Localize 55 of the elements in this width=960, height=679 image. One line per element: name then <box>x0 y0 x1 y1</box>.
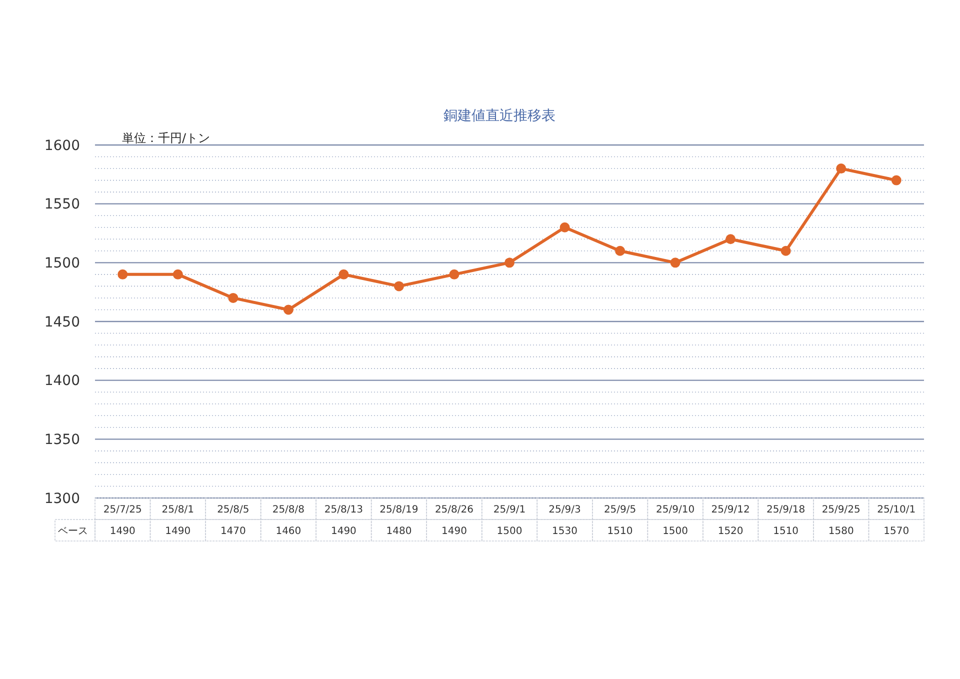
x-tick-label: 25/9/5 <box>604 504 636 516</box>
x-tick-label: 25/8/8 <box>272 504 305 516</box>
point <box>338 269 349 280</box>
data-label: 1570 <box>884 526 910 537</box>
data-label: 1490 <box>165 526 191 537</box>
data-label: 1510 <box>773 526 799 537</box>
y-tick-label: 1350 <box>44 432 80 448</box>
data-label: 1480 <box>386 526 412 537</box>
data-label: 1460 <box>276 526 302 537</box>
x-tick-label: 25/9/3 <box>548 504 581 516</box>
y-tick-label: 1550 <box>44 196 80 213</box>
y-tick-label: 1400 <box>44 373 80 390</box>
point <box>504 258 514 268</box>
point <box>670 258 680 268</box>
x-tick-label: 25/9/18 <box>766 504 806 516</box>
x-tick-label: 25/9/10 <box>656 504 695 516</box>
point <box>449 269 460 280</box>
y-tick-label: 1300 <box>44 490 80 507</box>
x-tick-label: 25/8/1 <box>162 504 194 516</box>
text: ベース <box>58 526 88 537</box>
data-label: 1580 <box>828 526 854 537</box>
x-tick-label: 25/9/25 <box>822 504 860 516</box>
text: 単位：千円/トン <box>122 131 210 145</box>
x-tick-label: 25/8/13 <box>324 504 363 516</box>
data-label: 1500 <box>662 526 688 537</box>
data-label: 1470 <box>220 526 246 537</box>
y-tick-label: 1600 <box>44 138 80 154</box>
x-tick-label: 25/8/5 <box>217 504 250 516</box>
point <box>228 292 238 303</box>
x-tick-label: 25/8/19 <box>380 504 418 516</box>
x-tick-label: 25/8/26 <box>434 504 474 516</box>
point <box>615 246 626 256</box>
point <box>726 234 736 244</box>
point <box>394 281 404 292</box>
point <box>780 246 791 256</box>
point <box>283 304 294 315</box>
point <box>836 164 846 174</box>
data-label: 1510 <box>607 526 633 537</box>
data-label: 1520 <box>718 526 744 537</box>
x-tick-label: 25/10/1 <box>877 504 916 516</box>
y-tick-label: 1500 <box>44 256 80 272</box>
y-tick-label: 1450 <box>44 314 80 330</box>
point <box>118 269 128 280</box>
data-label: 1500 <box>496 526 522 537</box>
x-tick-label: 25/9/12 <box>711 504 750 516</box>
data-label: 1490 <box>110 526 136 537</box>
chart-title: 銅建値直近推移表 <box>444 108 556 124</box>
data-label: 1530 <box>552 526 578 537</box>
point <box>560 222 570 232</box>
data-label: 1490 <box>442 526 467 537</box>
x-tick-label: 25/9/1 <box>493 504 526 516</box>
data-label: 1490 <box>330 526 356 537</box>
point <box>891 175 902 186</box>
x-tick-label: 25/7/25 <box>103 504 142 516</box>
point <box>172 269 183 280</box>
